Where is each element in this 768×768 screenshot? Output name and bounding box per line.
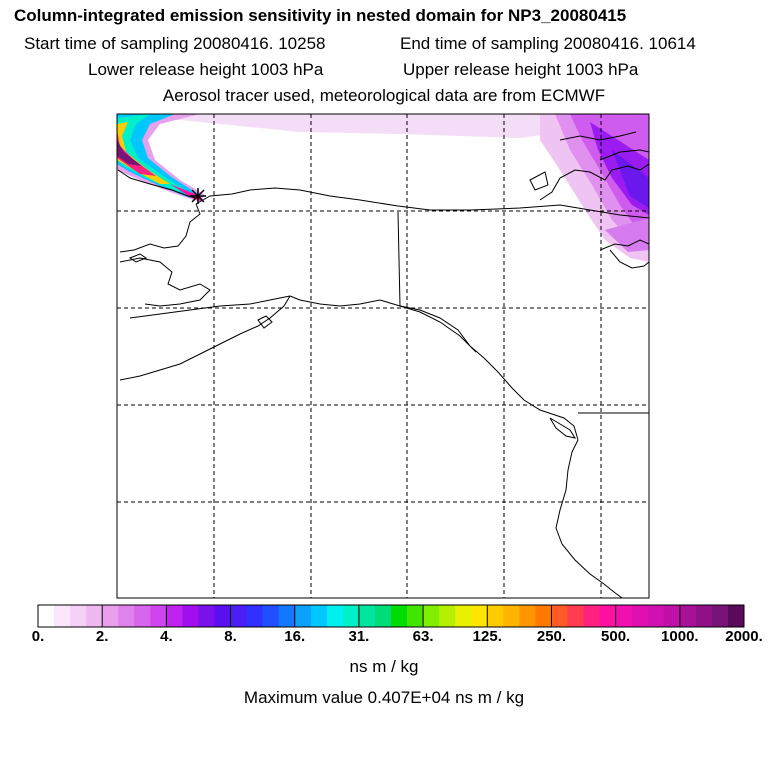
colorbar-cell xyxy=(535,605,552,627)
colorbar-cell xyxy=(551,605,568,627)
colorbar-cell xyxy=(374,605,392,627)
graticule xyxy=(117,114,649,598)
colorbar-cell xyxy=(342,605,360,627)
colorbar-cell xyxy=(519,605,536,627)
colorbar-cell xyxy=(615,605,633,627)
tracer-info-text: Aerosol tracer used, meteorological data… xyxy=(162,86,606,105)
lower-release-height-text: Lower release height 1003 hPa xyxy=(88,60,324,79)
colorbar-cell xyxy=(711,605,729,627)
colorbar-tick-label: 2000. xyxy=(725,628,763,645)
map-field xyxy=(117,114,649,598)
colorbar-cell xyxy=(214,605,232,627)
colorbar-tick-label: 4. xyxy=(160,628,173,645)
colorbar-cell xyxy=(278,605,296,627)
colorbar-cell xyxy=(54,605,71,627)
receptor-marker xyxy=(190,188,206,204)
colorbar-cell xyxy=(38,605,55,627)
colorbar-cell xyxy=(679,605,697,627)
borders xyxy=(397,211,649,414)
colorbar-cell xyxy=(583,605,601,627)
colorbar-cell xyxy=(70,605,87,627)
colorbar-cell xyxy=(487,605,504,627)
map-frame xyxy=(116,113,650,599)
colorbar-tick-label: 63. xyxy=(412,628,434,645)
colorbar-cell xyxy=(471,605,488,627)
colorbar-units: ns m / kg xyxy=(349,657,419,676)
colorbar-cell xyxy=(695,605,713,627)
coastlines xyxy=(117,131,649,598)
maximum-value-text: Maximum value 0.407E+04 ns m / kg xyxy=(243,688,525,707)
colorbar-cell xyxy=(391,605,408,627)
colorbar-cell xyxy=(358,605,376,627)
colorbar-cell xyxy=(134,605,151,627)
colorbar-cell xyxy=(166,605,183,627)
upper-release-height-text: Upper release height 1003 hPa xyxy=(403,60,639,79)
colorbar-cell xyxy=(503,605,520,627)
colorbar-cell xyxy=(262,605,280,627)
colorbar-cell xyxy=(407,605,424,627)
colorbar-cell xyxy=(567,605,585,627)
colorbar-cell xyxy=(455,605,472,627)
colorbar-tick-label: 16. xyxy=(284,628,306,645)
colorbar-cell xyxy=(150,605,167,627)
colorbar-cell xyxy=(246,605,264,627)
colorbar-tick-label: 0. xyxy=(31,628,45,645)
colorbar-cell xyxy=(310,605,328,627)
colorbar-tick-label: 1000. xyxy=(661,628,699,645)
colorbar-cell xyxy=(118,605,135,627)
start-time-text: Start time of sampling 20080416. 10258 xyxy=(24,34,326,53)
colorbar-cell xyxy=(326,605,344,627)
colorbar-cell xyxy=(599,605,617,627)
colorbar-cell xyxy=(102,605,119,627)
colorbar-cell xyxy=(294,605,312,627)
colorbar-cell xyxy=(631,605,649,627)
colorbar-cell xyxy=(86,605,103,627)
colorbar-tick-label: 31. xyxy=(348,628,370,645)
colorbar-cell xyxy=(423,605,440,627)
map-title: Column-integrated emission sensitivity i… xyxy=(14,6,627,25)
colorbar-tick-label: 500. xyxy=(601,628,631,645)
colorbar-cell xyxy=(198,605,215,627)
colorbar-cell xyxy=(439,605,456,627)
end-time-text: End time of sampling 20080416. 10614 xyxy=(400,34,696,53)
colorbar-cell xyxy=(727,605,745,627)
colorbar-tick-label: 8. xyxy=(224,628,237,645)
colorbar-cell xyxy=(647,605,665,627)
colorbar-cell xyxy=(182,605,199,627)
colorbar-cell xyxy=(663,605,681,627)
colorbar-tick-label: 250. xyxy=(536,628,567,645)
colorbar-tick-label: 2. xyxy=(95,628,109,645)
plume-faint-band xyxy=(117,114,580,138)
colorbar-cell xyxy=(230,605,248,627)
colorbar-frame xyxy=(37,604,745,628)
colorbar-tick-label: 125. xyxy=(472,628,502,645)
